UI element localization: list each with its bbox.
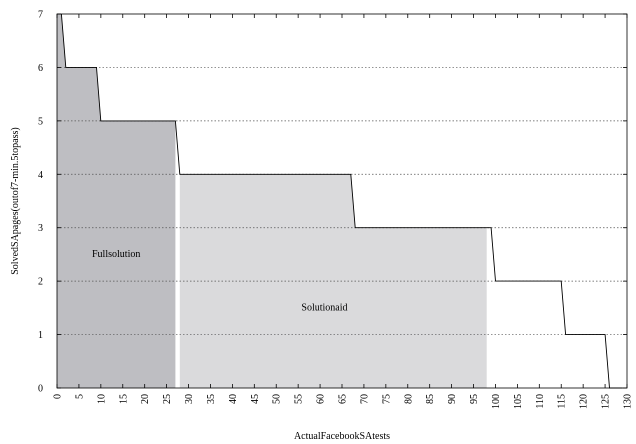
x-tick-label: 55 xyxy=(294,394,305,404)
y-axis-ticks: 0 1 2 3 4 5 6 7 xyxy=(38,10,627,395)
region-label-fullsolution: Fullsolution xyxy=(92,249,140,260)
x-tick-label: 90 xyxy=(447,394,458,404)
x-tick-label: 70 xyxy=(359,394,370,404)
x-axis-title: ActualFacebookSAtests xyxy=(294,431,390,442)
x-tick-label: 120 xyxy=(579,394,590,409)
region-fullsolution xyxy=(57,14,176,388)
x-tick-label: 85 xyxy=(425,394,436,404)
x-tick-label: 10 xyxy=(96,394,107,404)
x-tick-label: 20 xyxy=(140,394,151,404)
x-tick-label: 100 xyxy=(491,394,502,409)
x-tick-label: 35 xyxy=(206,394,217,404)
x-tick-label: 125 xyxy=(601,394,612,409)
x-tick-label: 15 xyxy=(118,394,129,404)
x-tick-label: 105 xyxy=(513,394,524,409)
shaded-regions xyxy=(57,14,487,388)
x-axis-ticks: 0 5 10 15 20 25 30 35 40 45 50 55 60 65 70 75 80 85 90 95 10… xyxy=(53,14,634,409)
y-tick-label: 3 xyxy=(38,223,43,234)
x-tick-label: 45 xyxy=(250,394,261,404)
x-tick-label: 115 xyxy=(557,394,568,409)
x-tick-label: 25 xyxy=(162,394,173,404)
x-tick-label: 40 xyxy=(228,394,239,404)
y-tick-label: 6 xyxy=(38,63,43,74)
x-tick-label: 110 xyxy=(535,394,546,409)
x-tick-label: 60 xyxy=(316,394,327,404)
y-tick-label: 4 xyxy=(38,170,43,181)
y-axis-title: SolvedSApages(outof7-min.5topass) xyxy=(10,127,21,275)
x-tick-label: 65 xyxy=(338,394,349,404)
y-tick-label: 5 xyxy=(38,116,43,127)
x-tick-label: 130 xyxy=(623,394,634,409)
region-labels: Fullsolution Solutionaid xyxy=(92,249,348,313)
x-tick-label: 0 xyxy=(53,394,64,399)
y-tick-label: 2 xyxy=(38,277,43,288)
y-tick-label: 1 xyxy=(38,330,43,341)
x-tick-label: 5 xyxy=(74,394,85,399)
x-tick-label: 95 xyxy=(469,394,480,404)
x-tick-label: 80 xyxy=(403,394,414,404)
x-tick-label: 75 xyxy=(381,394,392,404)
y-tick-label: 0 xyxy=(38,384,43,395)
y-tick-label: 7 xyxy=(38,10,43,21)
series-line xyxy=(60,13,623,389)
x-tick-label: 50 xyxy=(272,394,283,404)
region-label-solutionaid: Solutionaid xyxy=(301,303,347,314)
x-tick-label: 30 xyxy=(184,394,195,404)
